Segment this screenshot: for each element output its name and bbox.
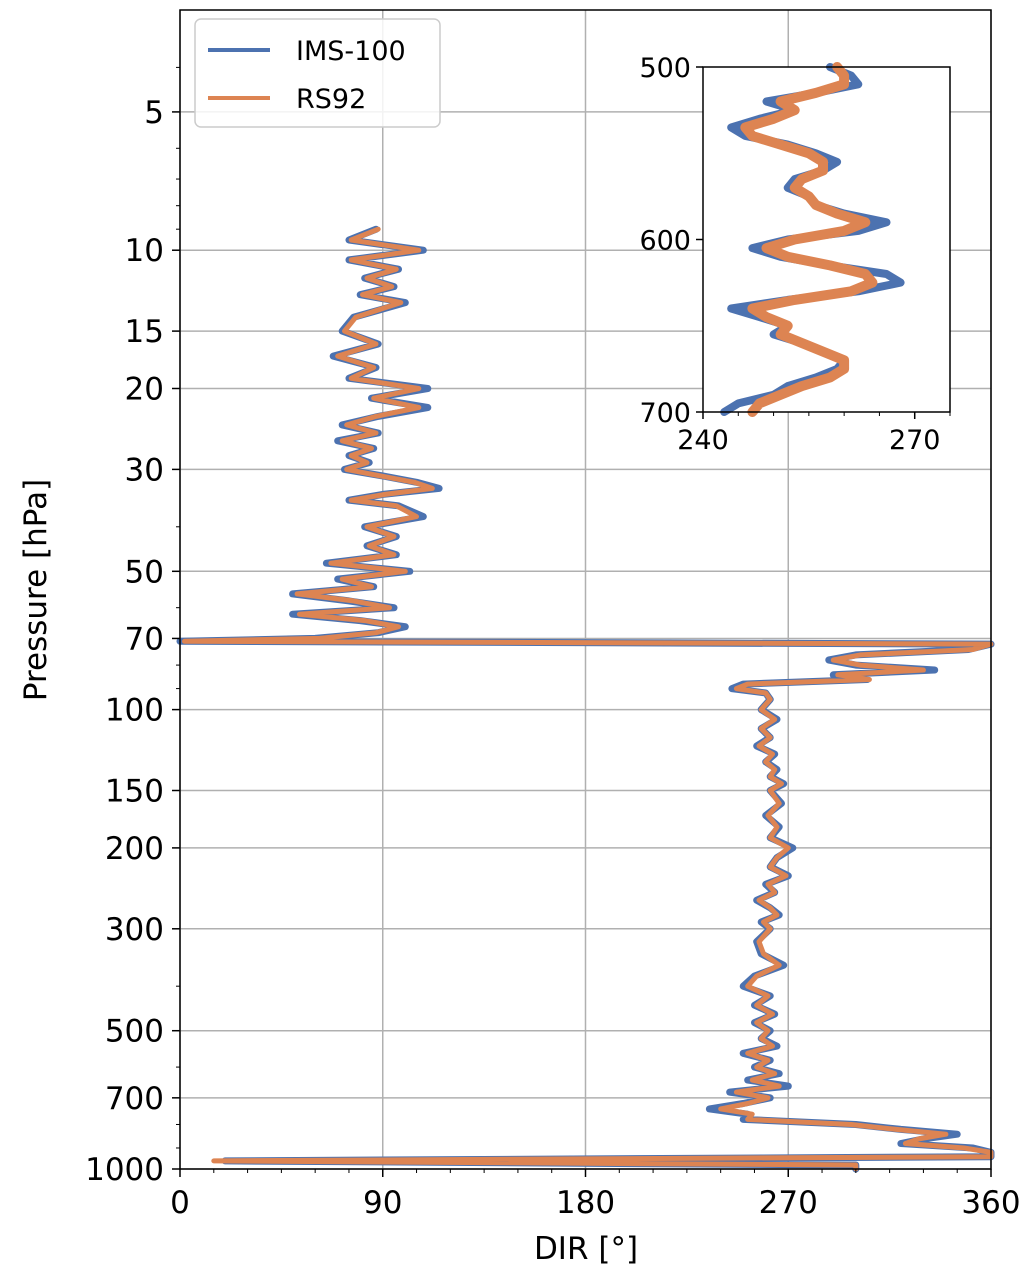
y-tick-label: 20 bbox=[125, 372, 164, 408]
y-tick-label: 15 bbox=[125, 314, 164, 350]
series-line-rs92 bbox=[182, 226, 994, 1172]
y-tick-label: 50 bbox=[125, 554, 164, 590]
inset-y-tick-label: 500 bbox=[639, 53, 691, 84]
inset-x-tick-label: 240 bbox=[677, 425, 729, 456]
legend: IMS-100 RS92 bbox=[194, 18, 441, 128]
y-axis-title: Pressure [hPa] bbox=[18, 479, 54, 701]
x-axis-title: DIR [°] bbox=[534, 1231, 638, 1267]
inset-series-line-rs92 bbox=[740, 62, 878, 417]
inset-x-tick-label: 270 bbox=[889, 425, 941, 456]
y-tick-label: 200 bbox=[105, 831, 164, 867]
y-tick-label: 70 bbox=[125, 621, 164, 657]
x-tick-label: 360 bbox=[961, 1185, 1020, 1221]
main-ticks: 0 90 180 270 360 5 10 15 20 30 50 70 100 150 200 300 500… bbox=[85, 66, 1021, 1221]
inset-series-group bbox=[720, 62, 905, 417]
inset-ticks: 240 270 500 600 700 bbox=[639, 53, 951, 456]
y-tick-label: 1000 bbox=[85, 1152, 164, 1188]
legend-label-rs92: RS92 bbox=[296, 84, 366, 115]
x-tick-label: 90 bbox=[363, 1185, 402, 1221]
x-tick-label: 0 bbox=[170, 1185, 190, 1221]
y-tick-label: 700 bbox=[105, 1081, 164, 1117]
main-series-group bbox=[176, 225, 995, 1173]
x-tick-label: 270 bbox=[759, 1185, 818, 1221]
y-tick-label: 500 bbox=[105, 1014, 164, 1050]
x-tick-label: 180 bbox=[556, 1185, 615, 1221]
inset-y-tick-label: 600 bbox=[639, 226, 691, 257]
inset-background bbox=[703, 67, 950, 412]
inset-chart: 240 270 500 600 700 bbox=[639, 53, 951, 456]
y-tick-label: 100 bbox=[105, 693, 164, 729]
y-tick-label: 10 bbox=[125, 233, 164, 269]
legend-label-ims100: IMS-100 bbox=[296, 36, 406, 67]
y-tick-label: 30 bbox=[125, 452, 164, 488]
y-tick-label: 150 bbox=[105, 773, 164, 809]
inset-y-tick-label: 700 bbox=[639, 398, 691, 429]
y-tick-label: 300 bbox=[105, 912, 164, 948]
y-tick-label: 5 bbox=[144, 95, 164, 131]
